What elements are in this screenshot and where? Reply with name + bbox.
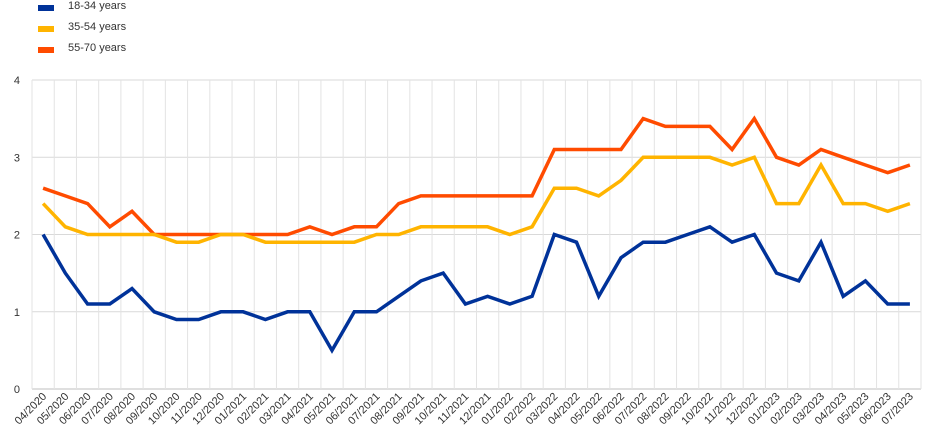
- legend-swatch-18-34: [38, 5, 54, 11]
- legend-label: 55-70 years: [68, 42, 127, 54]
- legend-label: 18-34 years: [68, 0, 127, 12]
- series-line: [41, 155, 911, 244]
- legend-swatch-35-54: [38, 26, 54, 32]
- y-tick-label: 1: [14, 307, 20, 319]
- y-tick-label: 4: [14, 75, 20, 87]
- series-line: [42, 115, 911, 237]
- y-tick-label: 3: [14, 152, 20, 164]
- y-tick-label: 0: [14, 384, 20, 396]
- legend-swatch-55-70: [38, 47, 54, 53]
- series-line: [41, 224, 910, 354]
- legend-label: 35-54 years: [68, 21, 127, 33]
- y-tick-label: 2: [14, 230, 20, 242]
